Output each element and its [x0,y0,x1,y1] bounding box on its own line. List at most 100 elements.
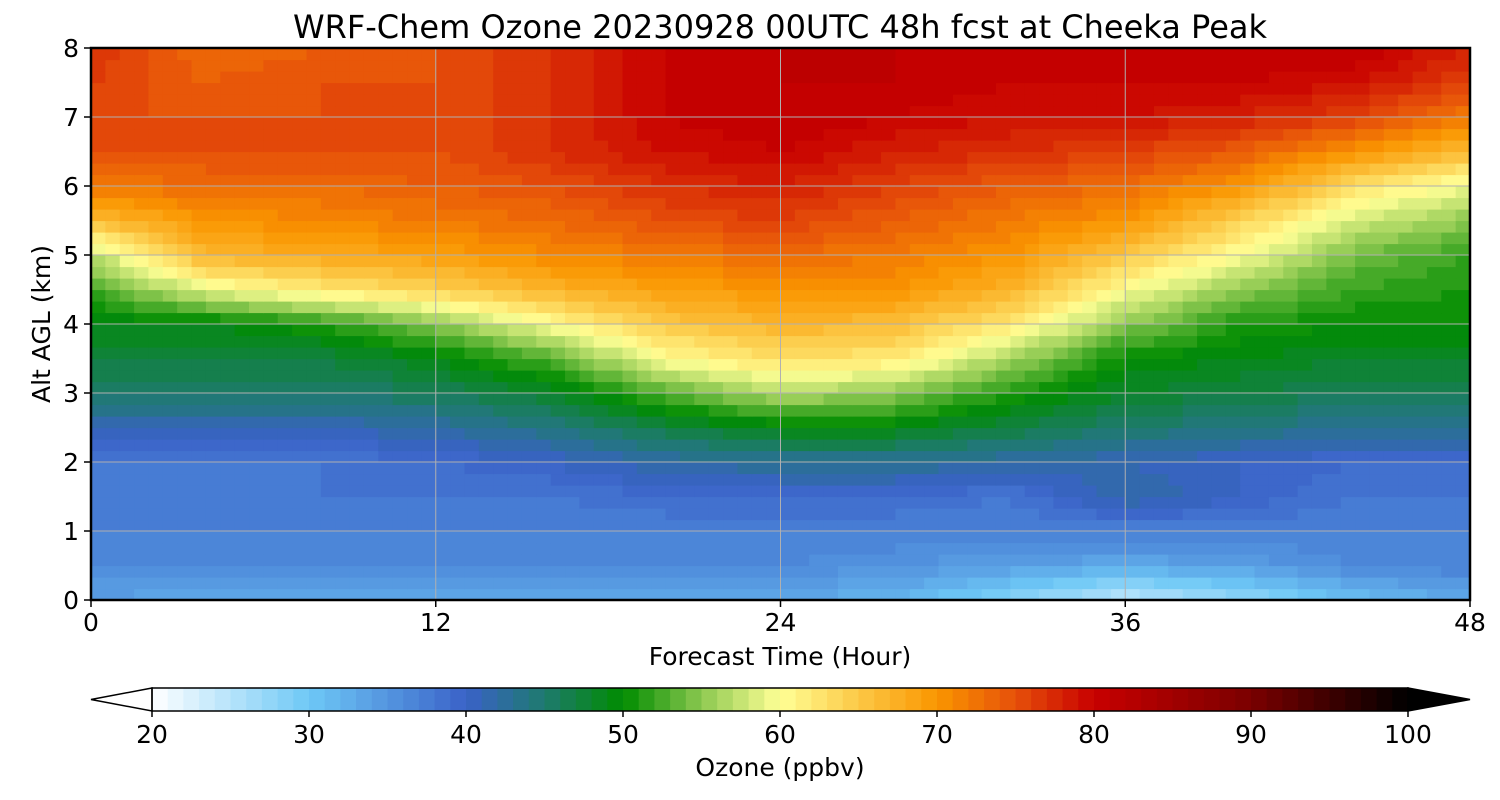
heatmap-cell [177,278,193,291]
heatmap-cell [1240,48,1256,61]
heatmap-cell [1153,105,1169,118]
heatmap-cell [1426,358,1442,371]
heatmap-cell [823,404,839,417]
heatmap-cell [938,554,954,567]
heatmap-cell [220,347,236,360]
heatmap-cell [665,301,681,314]
heatmap-cell [1297,496,1313,509]
heatmap-cell [177,289,193,302]
heatmap-cell [320,82,336,95]
heatmap-cell [1297,186,1313,199]
heatmap-cell [636,71,652,84]
colorbar-cell [905,688,922,711]
heatmap-cell [967,485,983,498]
heatmap-cell [1426,243,1442,256]
heatmap-cell [191,450,207,463]
heatmap-cell [292,128,308,141]
heatmap-cell [837,358,853,371]
heatmap-cell [277,232,293,245]
heatmap-cell [220,59,236,72]
heatmap-cell [1455,59,1471,72]
heatmap-cell [751,243,767,256]
heatmap-cell [450,59,466,72]
heatmap-cell [794,565,810,578]
heatmap-cell [1053,278,1069,291]
heatmap-cell [306,197,322,210]
heatmap-cell [866,473,882,486]
heatmap-cell [1412,232,1428,245]
heatmap-cell [1340,439,1356,452]
colorbar-cell [591,688,608,711]
heatmap-cell [1441,519,1457,532]
heatmap-cell [924,427,940,440]
heatmap-cell [881,485,897,498]
heatmap-cell [622,197,638,210]
heatmap-cell [335,94,351,107]
heatmap-cell [1426,519,1442,532]
heatmap-cell [737,220,753,233]
heatmap-cell [536,335,552,348]
heatmap-cell [162,450,178,463]
heatmap-cell [823,473,839,486]
heatmap-cell [335,163,351,176]
heatmap-cell [981,94,997,107]
heatmap-cell [1182,128,1198,141]
heatmap-cell [952,370,968,383]
heatmap-cell [1340,450,1356,463]
heatmap-cell [134,301,150,314]
heatmap-cell [1096,404,1112,417]
heatmap-cell [1441,243,1457,256]
heatmap-cell [895,140,911,153]
heatmap-cell [608,370,624,383]
heatmap-cell [895,542,911,555]
heatmap-cell [679,71,695,84]
heatmap-cell [478,163,494,176]
heatmap-cell [737,531,753,544]
heatmap-cell [1455,312,1471,325]
heatmap-cell [665,347,681,360]
heatmap-cell [119,163,135,176]
heatmap-cell [751,220,767,233]
heatmap-cell [536,554,552,567]
heatmap-cell [1412,174,1428,187]
heatmap-cell [1082,450,1098,463]
heatmap-cell [751,439,767,452]
heatmap-cell [924,82,940,95]
heatmap-cell [1355,140,1371,153]
heatmap-cell [1082,289,1098,302]
heatmap-cell [1010,209,1026,222]
heatmap-cell [1197,347,1213,360]
heatmap-cell [1426,186,1442,199]
heatmap-cell [478,255,494,268]
heatmap-cell [837,82,853,95]
heatmap-cell [162,255,178,268]
heatmap-cell [1139,450,1155,463]
heatmap-cell [105,186,121,199]
heatmap-cell [809,71,825,84]
heatmap-cell [378,105,394,118]
heatmap-cell [708,519,724,532]
heatmap-cell [1455,358,1471,371]
heatmap-cell [493,347,509,360]
heatmap-cell [1125,128,1141,141]
heatmap-cell [1268,588,1284,601]
heatmap-cell [493,197,509,210]
heatmap-cell [335,508,351,521]
heatmap-cell [450,347,466,360]
heatmap-cell [737,117,753,130]
heatmap-cell [1197,289,1213,302]
y-axis-label: Alt AGL (km) [27,245,56,403]
heatmap-cell [177,220,193,233]
heatmap-cell [550,519,566,532]
heatmap-cell [1426,462,1442,475]
heatmap-cell [306,324,322,337]
heatmap-cell [148,416,164,429]
heatmap-cell [565,197,580,210]
heatmap-cell [565,117,580,130]
heatmap-cell [881,531,897,544]
heatmap-cell [105,462,121,475]
heatmap-cell [1441,485,1457,498]
heatmap-cell [421,335,437,348]
heatmap-cell [608,416,624,429]
